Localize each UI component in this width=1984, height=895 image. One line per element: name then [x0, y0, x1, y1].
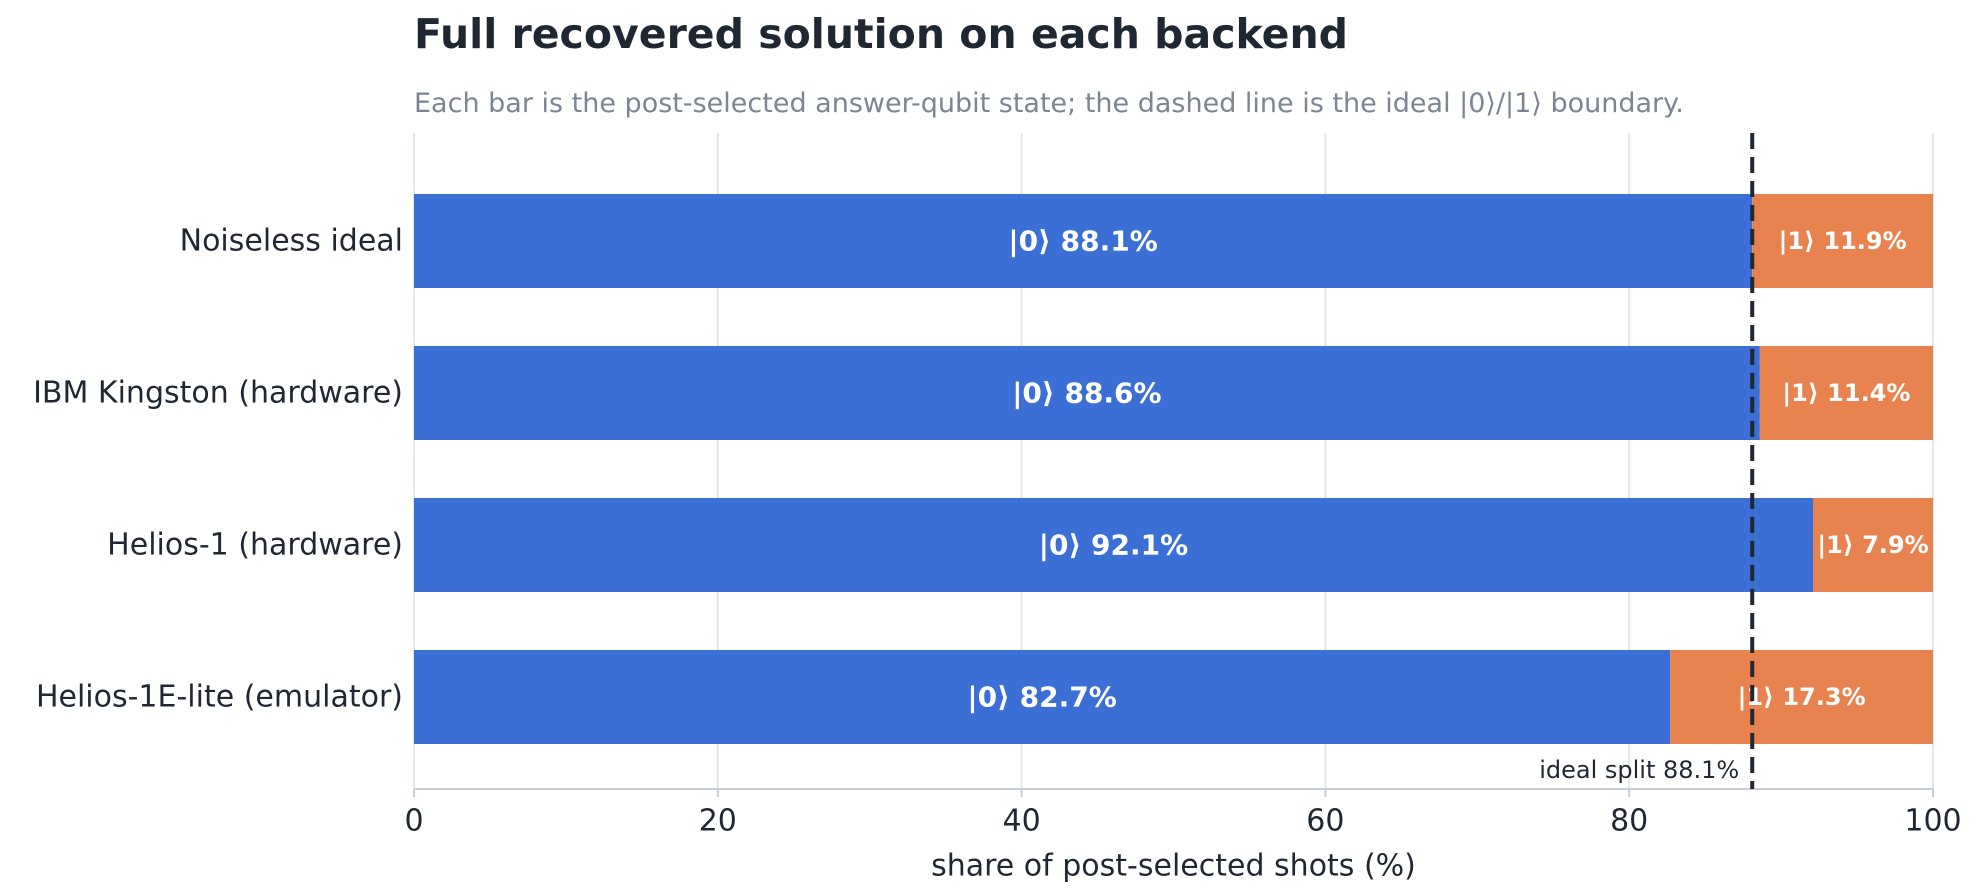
bar-segment-0	[414, 650, 1671, 744]
category-label: Noiseless ideal	[180, 224, 403, 259]
category-label: Helios-1E-lite (emulator)	[36, 680, 403, 715]
bar-value-label: |1⟩ 11.9%	[1779, 227, 1907, 255]
x-tick-label: 20	[699, 804, 737, 839]
x-tick-label: 100	[1904, 804, 1961, 839]
x-tick-label: 0	[404, 804, 423, 839]
category-label: IBM Kingston (hardware)	[33, 376, 403, 411]
bar-value-label: |1⟩ 7.9%	[1817, 531, 1928, 559]
bar-segment-1	[1759, 346, 1933, 440]
bar-segment-1	[1752, 194, 1933, 288]
chart-subtitle: Each bar is the post-selected answer-qub…	[414, 88, 1684, 119]
x-tick-label: 80	[1610, 804, 1648, 839]
bar-value-label: |0⟩ 88.1%	[1008, 225, 1157, 258]
ideal-split-label: ideal split 88.1%	[1539, 756, 1739, 784]
x-tick-label: 40	[1003, 804, 1041, 839]
bar-segment-1	[1670, 650, 1933, 744]
bar-value-label: |1⟩ 11.4%	[1782, 379, 1910, 407]
chart-title: Full recovered solution on each backend	[414, 10, 1349, 58]
x-tick-label: 60	[1306, 804, 1344, 839]
category-label: Helios-1 (hardware)	[107, 528, 403, 563]
category-labels: Noiseless ideal IBM Kingston (hardware) He…	[33, 224, 403, 715]
bar-segment-1	[1812, 498, 1933, 592]
bar-value-label: |0⟩ 88.6%	[1012, 377, 1161, 410]
bar-value-label: |1⟩ 17.3%	[1738, 683, 1866, 711]
x-axis-label: share of post-selected shots (%)	[931, 849, 1416, 884]
x-axis-ticks: 0 20 40 60 80 100	[404, 789, 1962, 839]
bar-value-label: |0⟩ 82.7%	[967, 681, 1116, 714]
bar-segment-0	[414, 498, 1813, 592]
bar-value-label: |0⟩ 92.1%	[1039, 529, 1188, 562]
bars	[414, 194, 1933, 744]
bar-segment-0	[414, 194, 1753, 288]
bar-labels: |0⟩ 88.1% |1⟩ 11.9% |0⟩ 88.6% |1⟩ 11.4% |0⟩ …	[967, 225, 1928, 714]
bar-segment-0	[414, 346, 1760, 440]
